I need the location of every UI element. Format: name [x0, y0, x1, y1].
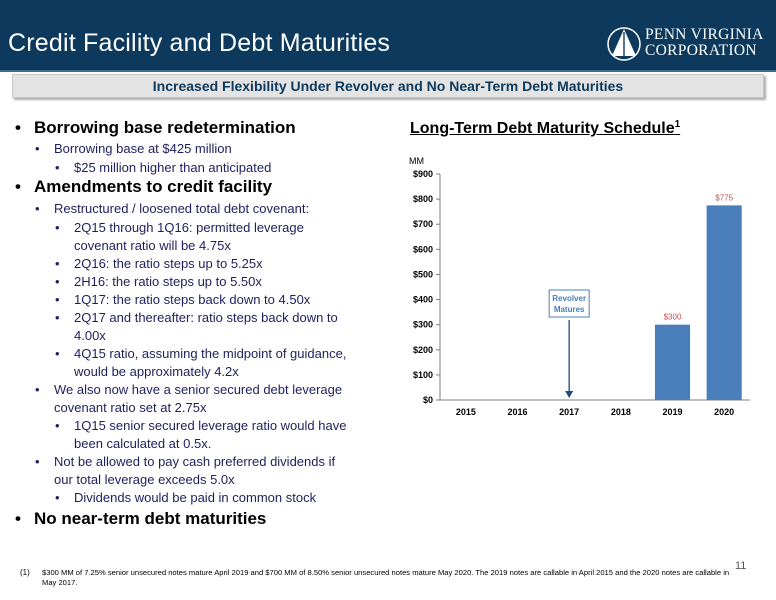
- bullet-l3-cont: would be approximately 4.2x: [74, 364, 239, 379]
- bullet-marker: •: [15, 509, 21, 528]
- bullet-l2: Borrowing base at $425 million: [54, 141, 232, 156]
- x-tick-label: 2020: [714, 407, 734, 417]
- bullet-marker: •: [15, 118, 21, 137]
- annotation-text: Revolver: [552, 294, 586, 303]
- header-rule: [0, 70, 776, 72]
- bullet-marker: •: [55, 292, 60, 307]
- subtitle-banner: Increased Flexibility Under Revolver and…: [12, 74, 764, 98]
- triangle-logo-icon: [607, 27, 641, 61]
- bar-data-label: $300: [664, 313, 682, 322]
- y-tick-label: $400: [413, 295, 433, 305]
- bullet-l2-cont: our total leverage exceeds 5.0x: [54, 472, 235, 487]
- y-tick-label: $500: [413, 269, 433, 279]
- y-axis-unit-label: MM: [409, 156, 424, 166]
- y-tick-label: $900: [413, 169, 433, 179]
- bullet-l2-cont: covenant ratio set at 2.75x: [54, 400, 207, 415]
- bullet-l3: 2Q15 through 1Q16: permitted leverage: [74, 220, 304, 235]
- chart-title-footnote-ref: 1: [674, 119, 681, 130]
- logo-line1: PENN VIRGINIA: [645, 26, 764, 43]
- bullet-marker: •: [55, 274, 60, 289]
- x-tick-label: 2019: [662, 407, 682, 417]
- bullet-marker: •: [35, 382, 40, 397]
- bullet-l3-cont: been calculated at 0.5x.: [74, 436, 212, 451]
- y-tick-label: $300: [413, 320, 433, 330]
- annotation-text: Matures: [554, 305, 585, 314]
- x-tick-label: 2017: [559, 407, 579, 417]
- bullet-l3: 1Q17: the ratio steps back down to 4.50x: [74, 292, 311, 307]
- bullet-l2: We also now have a senior secured debt l…: [54, 382, 343, 397]
- bullet-marker: •: [35, 201, 40, 216]
- bullet-l3: $25 million higher than anticipated: [74, 160, 272, 175]
- bullet-marker: •: [55, 310, 60, 325]
- x-tick-label: 2015: [456, 407, 476, 417]
- page-number: 11: [735, 560, 747, 572]
- bar: [654, 324, 691, 400]
- banner-text: Increased Flexibility Under Revolver and…: [152, 78, 624, 94]
- bar: [706, 205, 742, 400]
- bullet-l3: 2Q16: the ratio steps up to 5.25x: [74, 256, 263, 271]
- footnote-text: $300 MM of 7.25% senior unsecured notes …: [42, 568, 730, 587]
- bullet-l3: 1Q15 senior secured leverage ratio would…: [74, 418, 347, 433]
- bullet-l3: 2Q17 and thereafter: ratio steps back do…: [74, 310, 338, 325]
- chart-title: Long-Term Debt Maturity Schedule1: [410, 119, 680, 138]
- bullet-l3: 2H16: the ratio steps up to 5.50x: [74, 274, 262, 289]
- bullet-l3-cont: 4.00x: [74, 328, 106, 343]
- x-tick-label: 2016: [507, 407, 527, 417]
- bullet-l3: Dividends would be paid in common stock: [74, 490, 317, 505]
- y-tick-label: $200: [413, 345, 433, 355]
- bullet-marker: •: [55, 490, 60, 505]
- annotation-arrow-head: [565, 391, 574, 398]
- bullet-marker: •: [35, 141, 40, 156]
- x-tick-label: 2018: [611, 407, 631, 417]
- chart-title-text: Long-Term Debt Maturity Schedule: [410, 120, 675, 137]
- bullet-marker: •: [55, 346, 60, 361]
- annotation-box: [548, 289, 590, 318]
- bullet-l1: Borrowing base redetermination: [34, 118, 296, 137]
- footnote-marker: (1): [20, 568, 30, 577]
- bullet-marker: •: [15, 177, 21, 196]
- y-tick-label: $0: [423, 395, 433, 405]
- header-bar: [0, 0, 776, 70]
- bullet-l3: 4Q15 ratio, assuming the midpoint of gui…: [74, 346, 347, 361]
- page-title: Credit Facility and Debt Maturities: [8, 29, 391, 57]
- bullet-l3-cont: covenant ratio will be 4.75x: [74, 238, 231, 253]
- bullet-l2: Restructured / loosened total debt coven…: [54, 201, 310, 216]
- bullet-marker: •: [35, 454, 40, 469]
- bullet-l1: Amendments to credit facility: [34, 177, 273, 196]
- y-tick-label: $800: [413, 194, 433, 204]
- bullet-marker: •: [55, 418, 60, 433]
- logo-line2: CORPORATION: [645, 42, 757, 59]
- debt-maturity-chart: MM $0 $100 $200 $300 $400 $500 $600 $700 $800 $900…: [409, 156, 750, 417]
- bar-data-label: $775: [715, 193, 733, 202]
- bullet-marker: •: [55, 256, 60, 271]
- company-logo: PENN VIRGINIA CORPORATION: [607, 26, 772, 64]
- y-tick-label: $600: [413, 244, 433, 254]
- y-tick-label: $100: [413, 370, 433, 380]
- bullet-marker: •: [55, 220, 60, 235]
- y-tick-label: $700: [413, 219, 433, 229]
- bullet-marker: •: [55, 160, 60, 175]
- bullet-l1: No near-term debt maturities: [34, 509, 267, 528]
- bullet-l2: Not be allowed to pay cash preferred div…: [54, 454, 336, 469]
